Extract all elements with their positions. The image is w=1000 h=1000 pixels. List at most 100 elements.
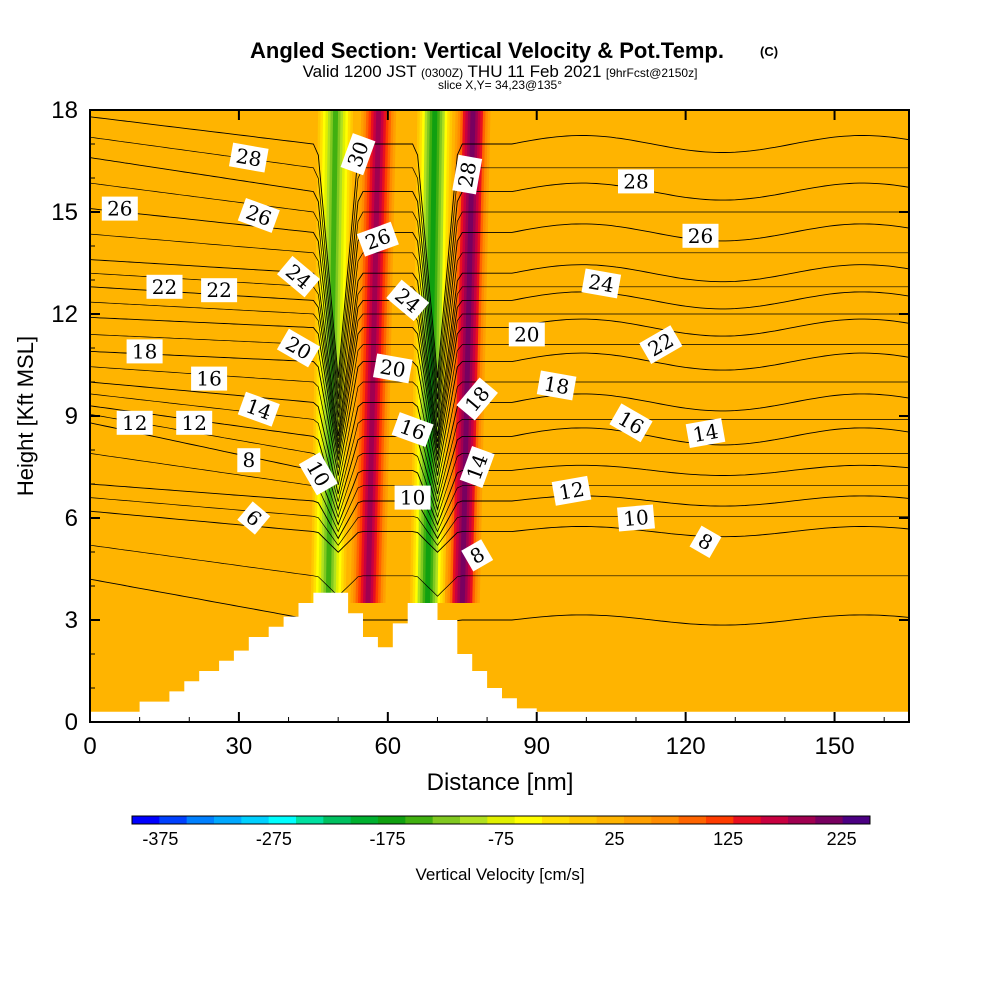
contour-label-box <box>581 268 622 299</box>
x-tick-label: 120 <box>666 733 706 760</box>
y-tick-label: 0 <box>65 709 78 736</box>
colorbar-tick-label: -275 <box>256 829 292 849</box>
contour-label-box <box>452 154 483 195</box>
colorbar-swatch <box>678 816 707 824</box>
colorbar-ticks: -375 -275 -175 -75 25 125 225 <box>142 829 856 849</box>
theta-contour-line-minor <box>90 453 909 533</box>
x-tick-label: 150 <box>815 733 855 760</box>
contour-label-box <box>126 339 163 364</box>
contour-label: 26 <box>101 196 138 221</box>
y-axis-label: Height [Kft MSL] <box>13 336 38 496</box>
contour-label: 18 <box>456 377 498 421</box>
contour-label-box <box>340 133 376 176</box>
contour-label-text: 12 <box>122 411 147 435</box>
contour-label-box <box>237 501 271 535</box>
contour-label-text: 26 <box>107 197 132 221</box>
contour-label: 8 <box>237 448 261 473</box>
contour-label-box <box>298 452 338 496</box>
colorbar-tick-label: 125 <box>713 829 743 849</box>
colorbar-swatch <box>214 816 242 824</box>
theta-contour-line <box>90 510 909 553</box>
colorbar-swatch <box>815 816 844 824</box>
theta-contour-line-minor <box>90 334 909 469</box>
contour-label-text: 8 <box>242 448 255 472</box>
x-tick-label: 90 <box>523 733 550 760</box>
contour-label-box <box>682 223 719 248</box>
contour-label-box <box>228 142 269 173</box>
theta-contour-line <box>90 350 909 476</box>
theta-contour-line <box>90 157 909 400</box>
colorbar-swatch <box>350 816 379 824</box>
theta-contour-line <box>90 116 909 378</box>
colorbar-swatch <box>624 816 652 824</box>
colorbar-swatch <box>788 816 816 824</box>
colorbar-swatch <box>760 816 789 824</box>
colorbar-swatch <box>296 816 324 824</box>
contour-label-box <box>617 504 655 532</box>
subtitle: Valid 1200 JST (0300Z) THU 11 Feb 2021 [… <box>303 62 698 81</box>
contour-label-text: 22 <box>152 275 177 299</box>
theta-contour-line-minor <box>90 544 909 597</box>
x-tick-label: 30 <box>226 733 253 760</box>
contour-label-text: 18 <box>542 371 571 399</box>
colorbar <box>131 815 871 825</box>
contour-label: 20 <box>372 353 413 384</box>
contour-label-text: 28 <box>623 169 648 193</box>
subtitle-utc: (0300Z) <box>421 66 463 80</box>
x-tick-label: 60 <box>374 733 401 760</box>
contour-label-box <box>618 169 654 194</box>
theta-contour-line-minor <box>90 182 909 409</box>
x-tick-label: 0 <box>83 733 96 760</box>
contour-label: 8 <box>689 525 722 558</box>
colorbar-swatch <box>733 816 762 824</box>
theta-contour-line <box>90 483 909 540</box>
colorbar-swatch <box>323 816 352 824</box>
contour-label-text: 14 <box>691 419 720 447</box>
contour-label-box <box>639 325 683 364</box>
colorbar-swatch <box>651 816 680 824</box>
colorbar-frame <box>131 815 871 825</box>
contour-label-box <box>372 353 413 384</box>
contour-label-text: 28 <box>453 160 481 189</box>
contour-label-box <box>551 475 592 506</box>
colorbar-swatch <box>432 816 461 824</box>
theta-contour-line <box>90 316 909 461</box>
theta-contour-line-minor <box>90 413 909 519</box>
contour-label: 16 <box>391 412 434 448</box>
theta-contour-line <box>90 422 909 526</box>
contour-label-text: 18 <box>132 339 157 363</box>
contour-label-box <box>276 328 321 368</box>
contour-label-box <box>101 196 138 221</box>
colorbar-swatch <box>268 816 297 824</box>
colorbar-swatch <box>542 816 570 824</box>
contour-label: 12 <box>176 410 213 435</box>
contour-label-box <box>356 221 399 257</box>
contour-label-text: 12 <box>557 477 586 505</box>
theta-contour-line-minor <box>90 233 909 427</box>
colorbar-label: Vertical Velocity [cm/s] <box>415 865 584 884</box>
colorbar-swatch <box>460 816 488 824</box>
contour-label-text: 16 <box>196 367 221 391</box>
contour-label: 16 <box>609 403 653 443</box>
contour-label-box <box>276 255 321 298</box>
contour-label-box <box>237 448 261 473</box>
colorbar-swatch <box>569 816 598 824</box>
contour-label-box <box>176 410 213 435</box>
colorbar-swatch <box>706 816 734 824</box>
contour-label-box <box>536 370 577 401</box>
contour-label-box <box>609 403 653 443</box>
contour-label-text: 28 <box>234 144 263 172</box>
colorbar-swatch <box>132 816 160 824</box>
contour-label-box <box>456 377 498 421</box>
theta-contour-line-minor <box>90 393 909 502</box>
theta-contour-line <box>90 208 909 418</box>
contour-label: 12 <box>116 410 153 435</box>
terrain-mask <box>90 592 909 722</box>
contour-label-text: 20 <box>378 354 407 382</box>
theta-contour-line-minor <box>90 497 909 546</box>
contour-label-box <box>685 418 726 448</box>
contour-label-box <box>461 539 494 572</box>
contour-label-box <box>237 391 280 427</box>
contour-label-box <box>386 279 430 322</box>
contour-label: 10 <box>394 485 431 510</box>
